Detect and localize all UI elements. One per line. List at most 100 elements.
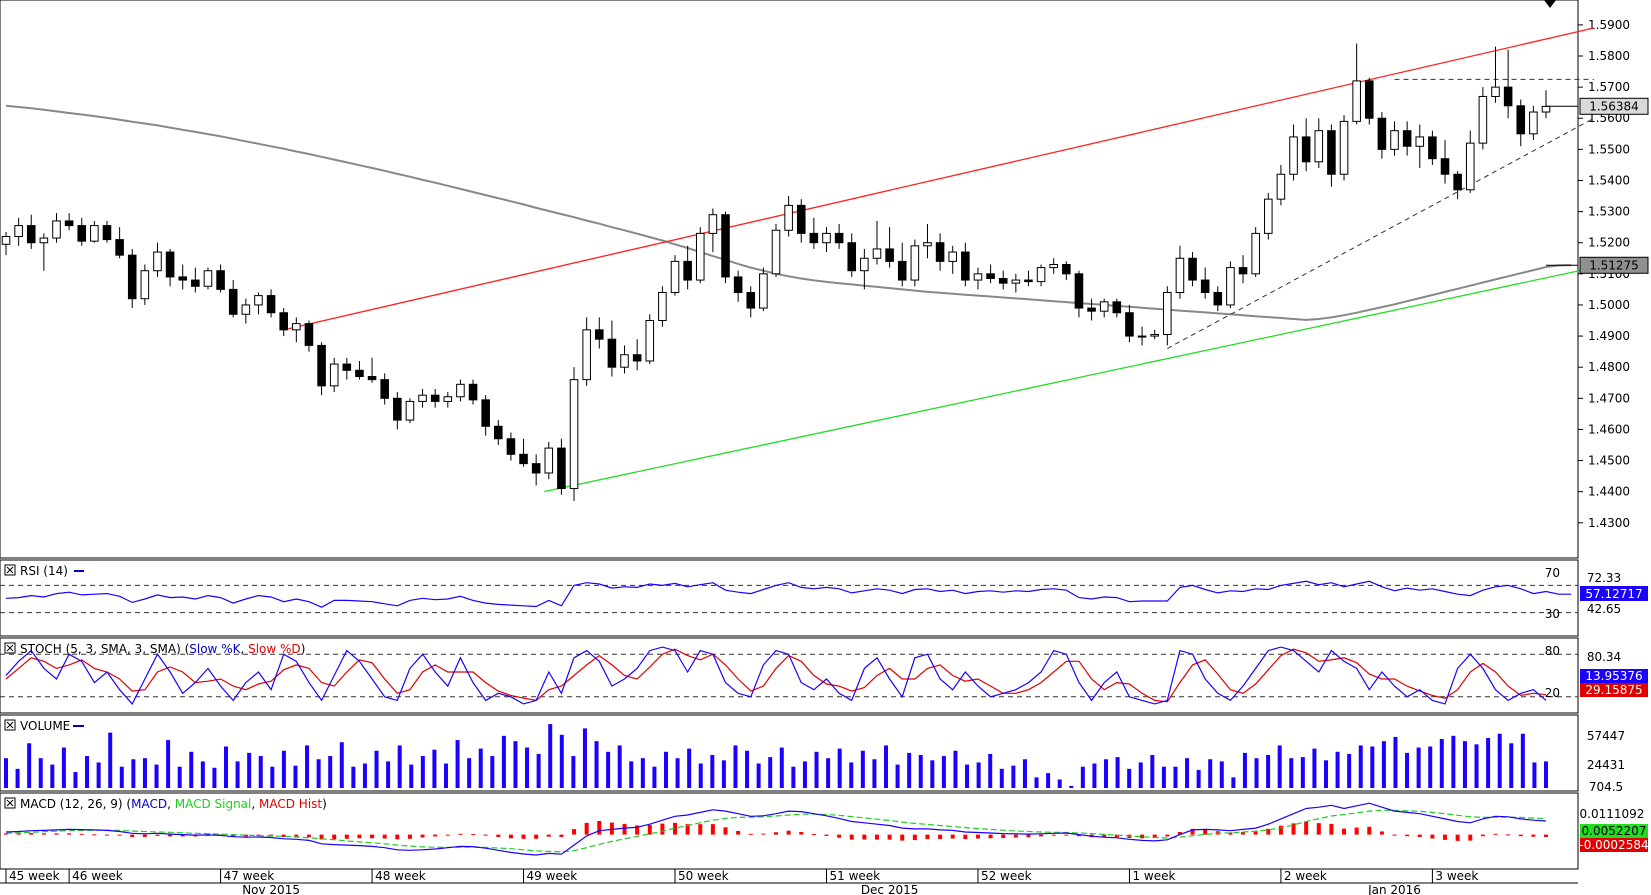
macd-hist-bar <box>1468 834 1473 841</box>
rsi-current-tag <box>1580 586 1648 601</box>
macd-hist-bar <box>1544 834 1548 837</box>
volume-bar <box>328 756 333 788</box>
volume-bar <box>1370 746 1375 788</box>
macd-hist-bar <box>382 834 387 839</box>
volume-bar <box>629 761 634 788</box>
volume-bar <box>1254 758 1259 788</box>
week-label: 48 week <box>375 869 426 883</box>
volume-axis-top: 57447 <box>1587 729 1625 743</box>
volume-bar <box>61 747 66 788</box>
volume-bar <box>1312 748 1317 788</box>
candle-body <box>279 312 288 331</box>
stoch-panel[interactable]: STOCH (5, 3, SMA, 3, SMA) (Slow %K, Slow… <box>0 637 1648 714</box>
volume-bar <box>640 758 645 788</box>
candle-body <box>1036 267 1046 283</box>
stoch-lines <box>0 646 1578 705</box>
candle-body <box>607 338 617 368</box>
volume-bar <box>1150 755 1155 788</box>
volume-bar <box>38 758 43 788</box>
volume-bar <box>420 756 425 788</box>
rsi-panel[interactable]: RSI (14) 70 30 72.33 42.65 57.12717 <box>0 559 1648 637</box>
rsi-panel-frame <box>0 559 1579 637</box>
macd-hist-bar <box>1304 821 1309 835</box>
volume-panel[interactable]: VOLUME 57447 24431 704.5 <box>0 714 1625 794</box>
macd-current: 0.0052207 <box>1582 824 1647 838</box>
volume-bar <box>664 751 668 788</box>
macd-hist-bar <box>1506 834 1511 836</box>
volume-bar <box>270 766 275 788</box>
macd-params: MACD (12, 26, 9) <box>20 797 123 811</box>
week-label: 47 week <box>224 869 275 883</box>
macd-label: MACD (12, 26, 9) (MACD, MACD Signal, MAC… <box>20 797 327 811</box>
week-label: 46 week <box>72 869 123 883</box>
macd-hist-bar <box>1518 834 1523 837</box>
volume-bar <box>559 734 564 788</box>
macd-hist-bar <box>710 824 715 835</box>
candle-body <box>481 399 490 427</box>
macd-hist-bar <box>1291 823 1296 835</box>
volume-bar <box>779 747 784 788</box>
macd-signal-line <box>5 809 1547 853</box>
candle-body <box>746 292 756 309</box>
candle-body <box>1390 130 1399 150</box>
candle-body <box>620 354 629 368</box>
price-panel-frame <box>0 0 1579 559</box>
price-panel[interactable]: 1.59001.58001.57001.56001.55001.54001.53… <box>0 0 1649 559</box>
candle-body <box>329 363 339 387</box>
volume-bar <box>1497 733 1502 788</box>
macd-hist-bar <box>1417 834 1422 837</box>
volume-bar <box>108 732 113 788</box>
candle-body <box>531 463 541 474</box>
volume-bar <box>988 753 993 788</box>
candle-body <box>695 232 705 281</box>
macd-hist-tag <box>1580 838 1648 852</box>
macd-hist-bar <box>483 834 488 836</box>
macd-panel[interactable]: MACD (12, 26, 9) (MACD, MACD Signal, MAC… <box>0 792 1649 870</box>
macd-hist-bar <box>92 834 97 836</box>
macd-hist-bar <box>723 827 728 835</box>
week-label: 50 week <box>678 869 729 883</box>
volume-bar <box>316 759 321 788</box>
macd-hist-bar <box>597 821 602 835</box>
trendlines <box>283 27 1595 493</box>
macd-hist-bar <box>1114 834 1119 838</box>
macd-hist-legend: MACD Hist <box>259 797 322 811</box>
current-price-value: 1.56384 <box>1589 99 1639 113</box>
macd-hist-bar <box>142 834 147 837</box>
price-tick-label: 1.5200 <box>1588 236 1630 250</box>
rsi-axis-bottom: 42.65 <box>1587 602 1621 616</box>
macd-hist-bar <box>609 822 614 835</box>
candle-body <box>1491 86 1500 97</box>
macd-hist-bar <box>1316 823 1321 835</box>
week-label: 51 week <box>829 869 880 883</box>
macd-hist-bar <box>117 834 122 836</box>
chart-scroll-marker-icon[interactable] <box>1544 0 1556 8</box>
candle-body <box>254 295 263 306</box>
volume-bar <box>1451 735 1456 788</box>
volume-bar <box>119 766 124 788</box>
macd-hist-bar <box>496 834 501 837</box>
volume-bar <box>131 759 136 788</box>
volume-bar <box>224 746 228 788</box>
macd-hist-bar <box>344 834 349 839</box>
resistance-trendline <box>283 27 1595 331</box>
candle-body <box>14 225 23 237</box>
support-trendline <box>544 266 1595 493</box>
volume-bar <box>1115 757 1120 788</box>
macd-hist-bar <box>168 834 173 837</box>
macd-hist-bar <box>458 833 463 835</box>
rsi-label: RSI (14) <box>20 564 68 578</box>
candle-body <box>1238 267 1248 275</box>
volume-bar <box>1358 745 1363 788</box>
volume-bar <box>814 751 819 788</box>
candle-body <box>1062 263 1071 275</box>
macd-line <box>5 802 1547 856</box>
macd-hist-bar <box>1354 827 1359 835</box>
candle-body <box>683 260 692 281</box>
volume-bar <box>478 748 483 788</box>
stoch-close-x-icon <box>6 644 14 652</box>
candle-body <box>885 248 894 262</box>
macd-hist-bar <box>635 825 640 835</box>
macd-hist-bar <box>774 832 778 835</box>
